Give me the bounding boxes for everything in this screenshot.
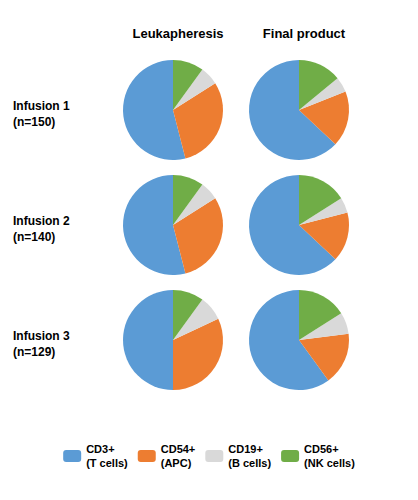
svg-text:(T cells): (T cells) bbox=[86, 457, 128, 469]
svg-text:(B cells): (B cells) bbox=[228, 457, 271, 469]
svg-text:Infusion 1: Infusion 1 bbox=[13, 99, 70, 113]
svg-text:(n=140): (n=140) bbox=[13, 230, 55, 244]
svg-text:(NK cells): (NK cells) bbox=[304, 457, 355, 469]
svg-text:Infusion 3: Infusion 3 bbox=[13, 329, 70, 343]
svg-text:Leukapheresis: Leukapheresis bbox=[132, 26, 223, 41]
svg-text:(APC): (APC) bbox=[161, 457, 192, 469]
svg-text:CD54+: CD54+ bbox=[161, 443, 196, 455]
svg-text:Final product: Final product bbox=[263, 26, 346, 41]
svg-text:Infusion 2: Infusion 2 bbox=[13, 214, 70, 228]
svg-text:CD56+: CD56+ bbox=[304, 443, 339, 455]
svg-text:(n=150): (n=150) bbox=[13, 115, 55, 129]
svg-text:CD19+: CD19+ bbox=[228, 443, 263, 455]
svg-text:(n=129): (n=129) bbox=[13, 345, 55, 359]
svg-text:CD3+: CD3+ bbox=[86, 443, 114, 455]
